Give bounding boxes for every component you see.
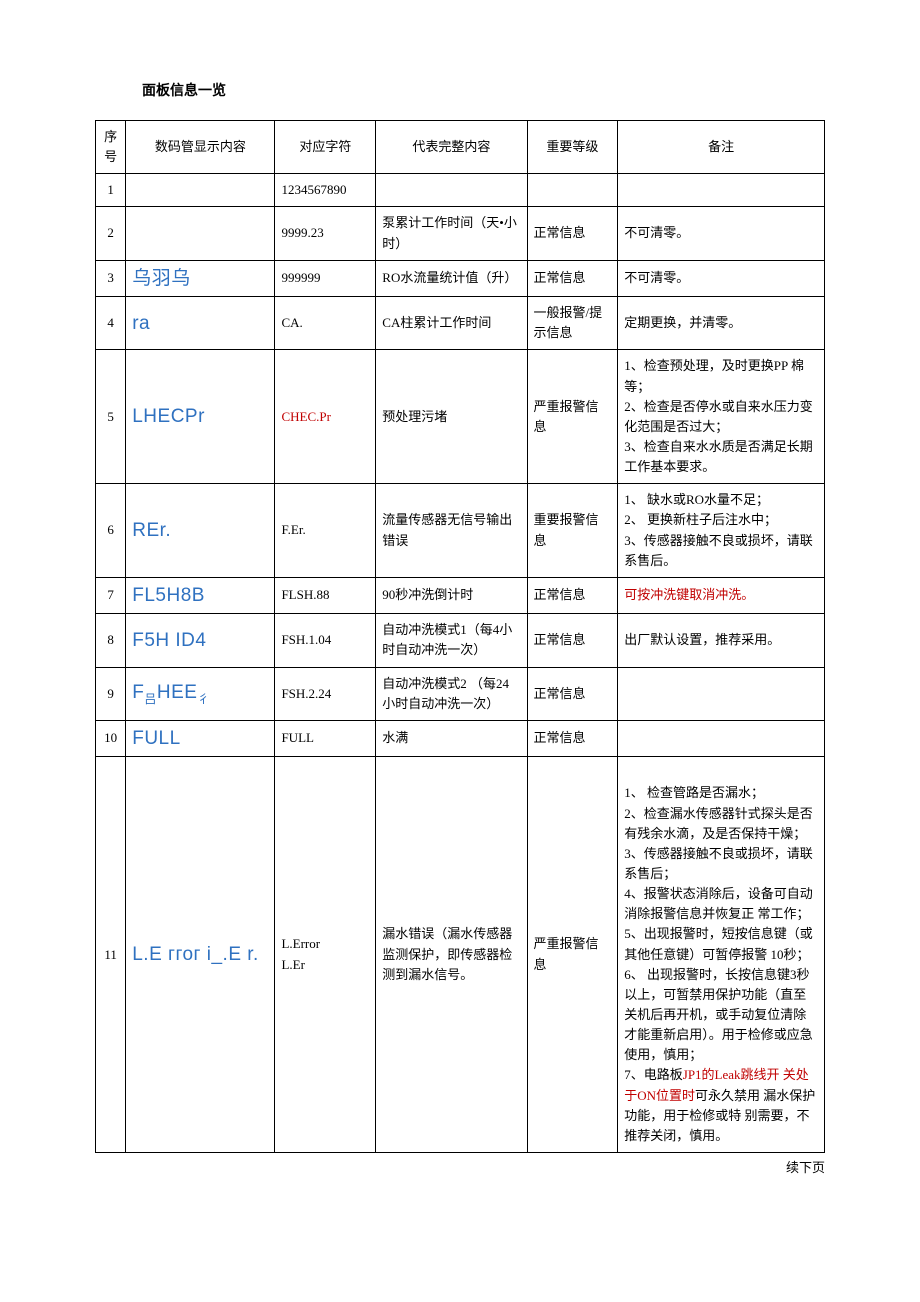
cell-idx: 9 <box>96 667 126 720</box>
cell-level: 正常信息 <box>527 207 618 260</box>
cell-level: 一般报警/提示信息 <box>527 297 618 350</box>
cell-desc <box>376 174 527 207</box>
cell-display: FL5H8B <box>126 577 275 613</box>
table-row: 2 9999.23 泵累计工作时间（天•小时） 正常信息 不可清零。 <box>96 207 825 260</box>
cell-level: 正常信息 <box>527 577 618 613</box>
table-row: 8 F5H ID4 FSH.1.04 自动冲洗模式1（每4小时自动冲洗一次） 正… <box>96 614 825 667</box>
cell-note: 1、 缺水或RO水量不足； 2、 更换新柱子后注水中； 3、传感器接触不良或损坏… <box>618 484 825 578</box>
page-title: 面板信息一览 <box>142 80 825 100</box>
table-row: 4 ra CA. CA柱累计工作时间 一般报警/提示信息 定期更换，并清零。 <box>96 297 825 350</box>
cell-idx: 4 <box>96 297 126 350</box>
cell-note: 1、 检查管路是否漏水； 2、检查漏水传感器针式探头是否有残余水滴，及是否保持干… <box>618 757 825 1153</box>
cell-level: 严重报警信息 <box>527 757 618 1153</box>
cell-level: 正常信息 <box>527 614 618 667</box>
cell-level: 正常信息 <box>527 260 618 296</box>
col-note: 备注 <box>618 121 825 174</box>
cell-note <box>618 174 825 207</box>
table-row: 3 乌羽乌 999999 RO水流量统计值（升） 正常信息 不可清零。 <box>96 260 825 296</box>
cell-note: 不可清零。 <box>618 260 825 296</box>
col-display: 数码管显示内容 <box>126 121 275 174</box>
table-row: 9 F吕HEE彳 FSH.2.24 自动冲洗模式2 （每24小时自动冲洗一次） … <box>96 667 825 720</box>
table-row: 7 FL5H8B FLSH.88 90秒冲洗倒计时 正常信息 可按冲洗键取消冲洗… <box>96 577 825 613</box>
cell-idx: 5 <box>96 350 126 484</box>
cell-char: L.Error L.Er <box>275 757 376 1153</box>
cell-level: 正常信息 <box>527 720 618 756</box>
cell-char: FULL <box>275 720 376 756</box>
cell-desc: 泵累计工作时间（天•小时） <box>376 207 527 260</box>
cell-desc: 水满 <box>376 720 527 756</box>
cell-char: F.Er. <box>275 484 376 578</box>
cell-desc: CA柱累计工作时间 <box>376 297 527 350</box>
cell-desc: RO水流量统计值（升） <box>376 260 527 296</box>
col-desc: 代表完整内容 <box>376 121 527 174</box>
cell-char: FLSH.88 <box>275 577 376 613</box>
cell-desc: 自动冲洗模式1（每4小时自动冲洗一次） <box>376 614 527 667</box>
cell-idx: 3 <box>96 260 126 296</box>
cell-note: 定期更换，并清零。 <box>618 297 825 350</box>
cell-char: 9999.23 <box>275 207 376 260</box>
cell-level <box>527 174 618 207</box>
cell-idx: 6 <box>96 484 126 578</box>
col-idx: 序号 <box>96 121 126 174</box>
cell-level: 正常信息 <box>527 667 618 720</box>
cell-note <box>618 720 825 756</box>
table-row: 5 LHECPr CHEC.Pr 预处理污堵 严重报警信息 1、检查预处理，及时… <box>96 350 825 484</box>
cell-display: LHECPr <box>126 350 275 484</box>
cell-char: CA. <box>275 297 376 350</box>
table-row: 6 REr. F.Er. 流量传感器无信号输出错误 重要报警信息 1、 缺水或R… <box>96 484 825 578</box>
cell-desc: 流量传感器无信号输出错误 <box>376 484 527 578</box>
cell-idx: 10 <box>96 720 126 756</box>
col-level: 重要等级 <box>527 121 618 174</box>
cell-note: 出厂默认设置，推荐采用。 <box>618 614 825 667</box>
cell-note: 可按冲洗键取消冲洗。 <box>618 577 825 613</box>
cell-char: FSH.1.04 <box>275 614 376 667</box>
cell-desc: 90秒冲洗倒计时 <box>376 577 527 613</box>
cell-level: 严重报警信息 <box>527 350 618 484</box>
cell-level: 重要报警信息 <box>527 484 618 578</box>
cell-char: CHEC.Pr <box>275 350 376 484</box>
cell-char: 1234567890 <box>275 174 376 207</box>
cell-desc: 漏水错误（漏水传感器监测保护，即传感器检测到漏水信号。 <box>376 757 527 1153</box>
cell-char: FSH.2.24 <box>275 667 376 720</box>
cell-idx: 2 <box>96 207 126 260</box>
note-pre: 1、 检查管路是否漏水； 2、检查漏水传感器针式探头是否有残余水滴，及是否保持干… <box>624 785 813 1082</box>
cell-display <box>126 174 275 207</box>
table-header-row: 序号 数码管显示内容 对应字符 代表完整内容 重要等级 备注 <box>96 121 825 174</box>
cell-display: ra <box>126 297 275 350</box>
cell-display: F吕HEE彳 <box>126 667 275 720</box>
table-row: 11 L.E ггог i_.E r. L.Error L.Er 漏水错误（漏水… <box>96 757 825 1153</box>
cell-note: 不可清零。 <box>618 207 825 260</box>
cell-display: F5H ID4 <box>126 614 275 667</box>
cell-display: 乌羽乌 <box>126 260 275 296</box>
col-char: 对应字符 <box>275 121 376 174</box>
cell-display: FULL <box>126 720 275 756</box>
cell-note <box>618 667 825 720</box>
cell-display: L.E ггог i_.E r. <box>126 757 275 1153</box>
cell-display <box>126 207 275 260</box>
table-row: 1 1234567890 <box>96 174 825 207</box>
cell-idx: 7 <box>96 577 126 613</box>
continued-footer: 续下页 <box>95 1157 825 1176</box>
cell-idx: 11 <box>96 757 126 1153</box>
table-row: 10 FULL FULL 水满 正常信息 <box>96 720 825 756</box>
cell-char: 999999 <box>275 260 376 296</box>
cell-note: 1、检查预处理，及时更换PP 棉等； 2、检查是否停水或自来水压力变化范围是否过… <box>618 350 825 484</box>
cell-idx: 1 <box>96 174 126 207</box>
panel-info-table: 序号 数码管显示内容 对应字符 代表完整内容 重要等级 备注 1 1234567… <box>95 120 825 1153</box>
cell-idx: 8 <box>96 614 126 667</box>
cell-desc: 自动冲洗模式2 （每24小时自动冲洗一次） <box>376 667 527 720</box>
cell-display: REr. <box>126 484 275 578</box>
cell-desc: 预处理污堵 <box>376 350 527 484</box>
